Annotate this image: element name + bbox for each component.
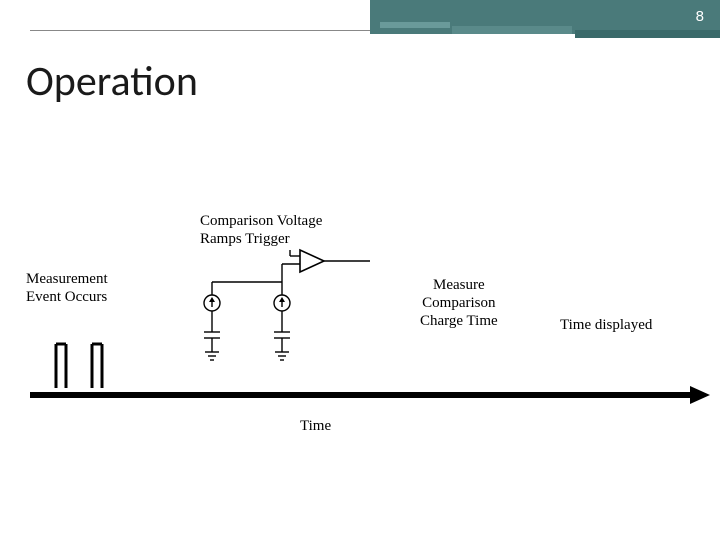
operation-diagram <box>0 0 720 540</box>
circuit-element <box>204 282 220 360</box>
comparator-icon <box>300 250 324 272</box>
event-pulse <box>56 344 66 388</box>
circuit-element <box>274 282 290 360</box>
timeline-arrowhead <box>690 386 710 404</box>
event-pulse <box>92 344 102 388</box>
slide-number: 8 <box>696 8 704 25</box>
